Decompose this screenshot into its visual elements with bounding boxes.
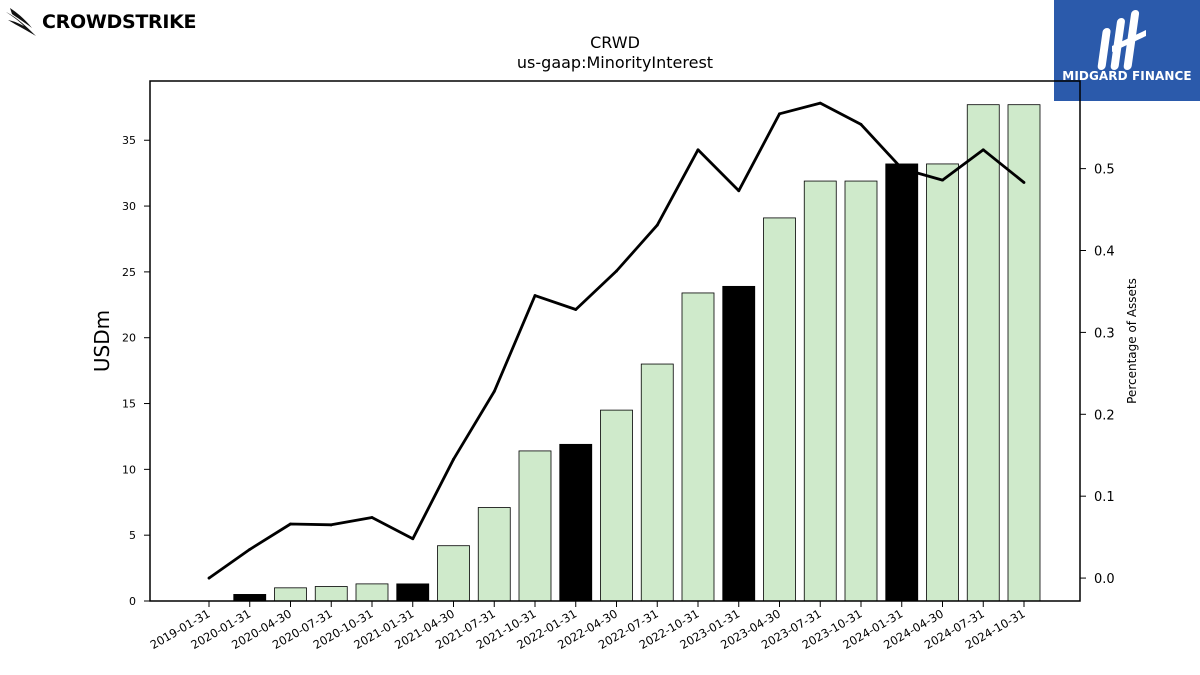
line-point-2021-07-31 [492,389,496,393]
bar-2024-04-30 [926,163,959,602]
chart-title: CRWD [590,33,640,52]
y2-tick-label: 0.3 [1094,326,1115,341]
y-tick-label: 20 [122,332,136,345]
line-point-2020-01-31 [248,548,252,551]
line-point-2022-10-31 [696,148,700,152]
y-tick-label: 5 [129,529,136,542]
y2-axis-label: Percentage of Assets [1125,278,1139,404]
bar-2023-10-31 [844,180,878,602]
bar-series [233,104,1041,602]
crowdstrike-wordmark: CROWDSTRIKE [42,11,197,33]
line-series [207,101,1026,580]
bar-2021-07-31 [477,507,511,602]
line-point-2021-01-31 [411,537,415,541]
crowdstrike-logo: CROWDSTRIKE [4,4,197,40]
y-axis-right: 0.0 0.1 0.2 0.3 0.4 0.5 [1080,163,1115,587]
line-point-2021-10-31 [533,294,537,297]
y2-tick-label: 0.1 [1094,490,1115,505]
y-tick-label: 30 [122,200,136,213]
x-axis: 2019-01-312020-01-312020-04-302020-07-31… [148,601,1028,652]
chart-subtitle: us-gaap:MinorityInterest [517,53,713,72]
falcon-icon [6,8,36,36]
midgard-finance-logo: MIDGARD FINANCE [1054,0,1200,101]
bar-2024-07-31 [966,104,1000,602]
bar-2024-10-31 [1007,104,1041,602]
bar-2020-04-30 [274,587,307,602]
bar-2021-04-30 [437,545,470,602]
y2-tick-label: 0.0 [1094,572,1115,587]
line-point-2024-07-31 [981,148,985,152]
y2-tick-label: 0.2 [1094,408,1115,423]
midgard-finance-wordmark: MIDGARD FINANCE [1062,69,1192,83]
bar-2024-01-31 [885,163,919,602]
bar-2023-07-31 [803,180,837,602]
bar-2021-01-31 [396,583,430,602]
y-tick-label: 15 [122,398,136,411]
bar-2022-01-31 [559,443,593,602]
midgard-m-icon [1097,10,1146,70]
line-point-2019-01-31 [207,576,211,580]
plot-frame [149,80,1081,602]
line-point-2020-07-31 [329,523,333,527]
line-point-2021-04-30 [452,457,455,461]
bar-2020-10-31 [355,583,389,602]
line-point-2020-10-31 [370,516,374,519]
line-point-2023-10-31 [859,123,863,126]
line-point-2022-07-31 [655,223,659,227]
y-tick-label: 25 [122,266,136,279]
line-point-2023-04-30 [778,112,781,116]
line-point-2023-01-31 [737,189,741,193]
y-axis-label: USDm [90,310,114,372]
y2-tick-label: 0.5 [1094,163,1115,178]
y-tick-label: 0 [129,595,136,608]
bar-2023-04-30 [763,217,796,602]
line-point-2024-01-31 [900,167,904,171]
line-point-2020-04-30 [289,522,292,526]
line-point-2024-10-31 [1022,181,1026,184]
line-point-2023-07-31 [818,101,822,105]
y-axis-left: 0 5 10 15 20 25 30 35 [122,134,150,608]
bar-2021-10-31 [518,450,552,602]
bar-2022-07-31 [640,363,674,602]
y2-tick-label: 0.4 [1094,245,1115,260]
bar-2020-07-31 [314,586,348,602]
line-point-2022-04-30 [615,269,618,273]
line-point-2024-04-30 [941,178,944,182]
bar-2020-01-31 [233,594,267,602]
y-tick-label: 35 [122,134,136,147]
bar-2022-04-30 [600,409,633,602]
bar-2022-10-31 [681,292,715,602]
bar-2023-01-31 [722,285,756,602]
y-tick-label: 10 [122,463,136,476]
line-point-2022-01-31 [574,308,578,311]
